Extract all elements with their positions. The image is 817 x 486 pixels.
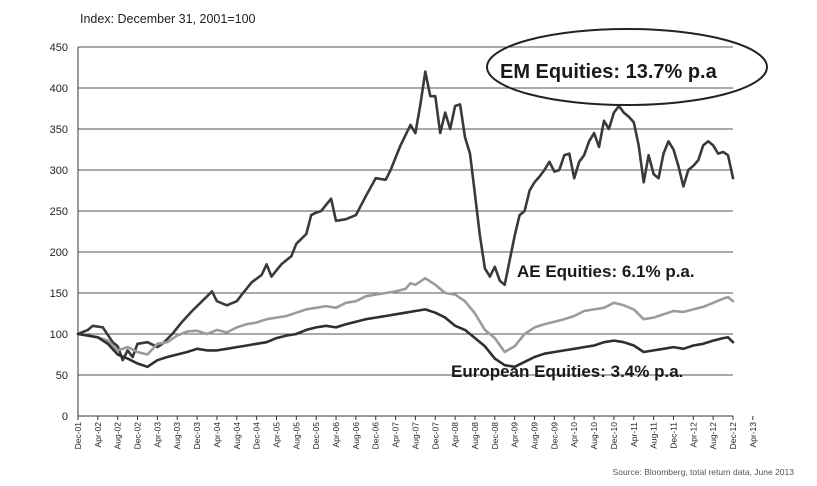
european-equities-annotation: European Equities: 3.4% p.a. xyxy=(451,362,683,381)
em-equities-line xyxy=(76,70,735,362)
y-tick-label: 250 xyxy=(50,206,68,218)
gridlines xyxy=(78,46,733,376)
x-tick-label: Aug-04 xyxy=(232,422,242,450)
y-tick-label: 450 xyxy=(50,42,68,54)
source-note: Source: Bloomberg, total return data, Ju… xyxy=(613,467,795,477)
chart-subtitle: Index: December 31, 2001=100 xyxy=(80,12,256,26)
x-tick-label: Aug-10 xyxy=(589,422,599,450)
x-tick-label: Aug-05 xyxy=(291,422,301,450)
x-tick-label: Dec-05 xyxy=(311,422,321,450)
x-tick-label: Aug-09 xyxy=(530,422,540,450)
x-tick-label: Aug-03 xyxy=(172,422,182,450)
x-tick-label: Aug-07 xyxy=(410,422,420,450)
x-tick-label: Apr-02 xyxy=(93,422,103,448)
x-tick-label: Dec-03 xyxy=(192,422,202,450)
x-axis-ticks: Dec-01 Apr-02 Aug-02 Dec-02 Apr-03 Aug-03 Dec-… xyxy=(73,416,758,449)
x-tick-label: Apr-06 xyxy=(331,422,341,448)
x-tick-label: Aug-06 xyxy=(351,422,361,450)
ae-equities-line xyxy=(76,276,735,356)
y-tick-label: 50 xyxy=(56,370,68,382)
y-tick-label: 400 xyxy=(50,83,68,95)
series xyxy=(76,70,735,369)
axes xyxy=(77,47,733,417)
x-tick-label: Apr-03 xyxy=(152,422,162,448)
x-tick-label: Dec-11 xyxy=(668,422,678,449)
y-tick-label: 0 xyxy=(62,411,68,423)
annotations: EM Equities: 13.7% p.a AE Equities: 6.1%… xyxy=(451,28,768,381)
x-tick-label: Apr-07 xyxy=(391,422,401,448)
x-tick-label: Dec-01 xyxy=(73,422,83,450)
x-tick-label: Dec-12 xyxy=(728,422,738,450)
x-tick-label: Aug-02 xyxy=(113,422,123,450)
x-tick-label: Apr-10 xyxy=(569,422,579,448)
x-tick-label: Apr-05 xyxy=(271,422,281,448)
x-tick-label: Dec-07 xyxy=(430,422,440,450)
x-tick-label: Dec-04 xyxy=(252,422,262,450)
x-tick-label: Dec-09 xyxy=(549,422,559,450)
x-tick-label: Aug-08 xyxy=(470,422,480,450)
x-tick-label: Dec-10 xyxy=(609,422,619,450)
x-tick-label: Apr-13 xyxy=(748,422,758,448)
x-tick-label: Apr-09 xyxy=(510,422,520,448)
y-tick-label: 200 xyxy=(50,247,68,259)
x-tick-label: Apr-04 xyxy=(212,422,222,448)
x-tick-label: Apr-12 xyxy=(688,422,698,448)
y-tick-label: 350 xyxy=(50,124,68,136)
x-tick-label: Dec-02 xyxy=(133,422,143,450)
x-tick-label: Apr-11 xyxy=(629,422,639,447)
x-tick-label: Dec-08 xyxy=(490,422,500,450)
x-tick-label: Apr-08 xyxy=(450,422,460,448)
european-equities-line xyxy=(76,308,735,369)
y-tick-label: 100 xyxy=(50,329,68,341)
ae-equities-annotation: AE Equities: 6.1% p.a. xyxy=(517,262,695,281)
y-axis-ticks: 0 50 100 150 200 250 300 350 400 450 xyxy=(50,42,68,423)
x-tick-label: Aug-11 xyxy=(649,422,659,449)
x-tick-label: Dec-06 xyxy=(371,422,381,450)
y-tick-label: 300 xyxy=(50,165,68,177)
em-annotation-ellipse xyxy=(486,28,768,106)
x-tick-label: Aug-12 xyxy=(708,422,718,450)
em-equities-annotation: EM Equities: 13.7% p.a xyxy=(500,61,718,83)
y-tick-label: 150 xyxy=(50,288,68,300)
